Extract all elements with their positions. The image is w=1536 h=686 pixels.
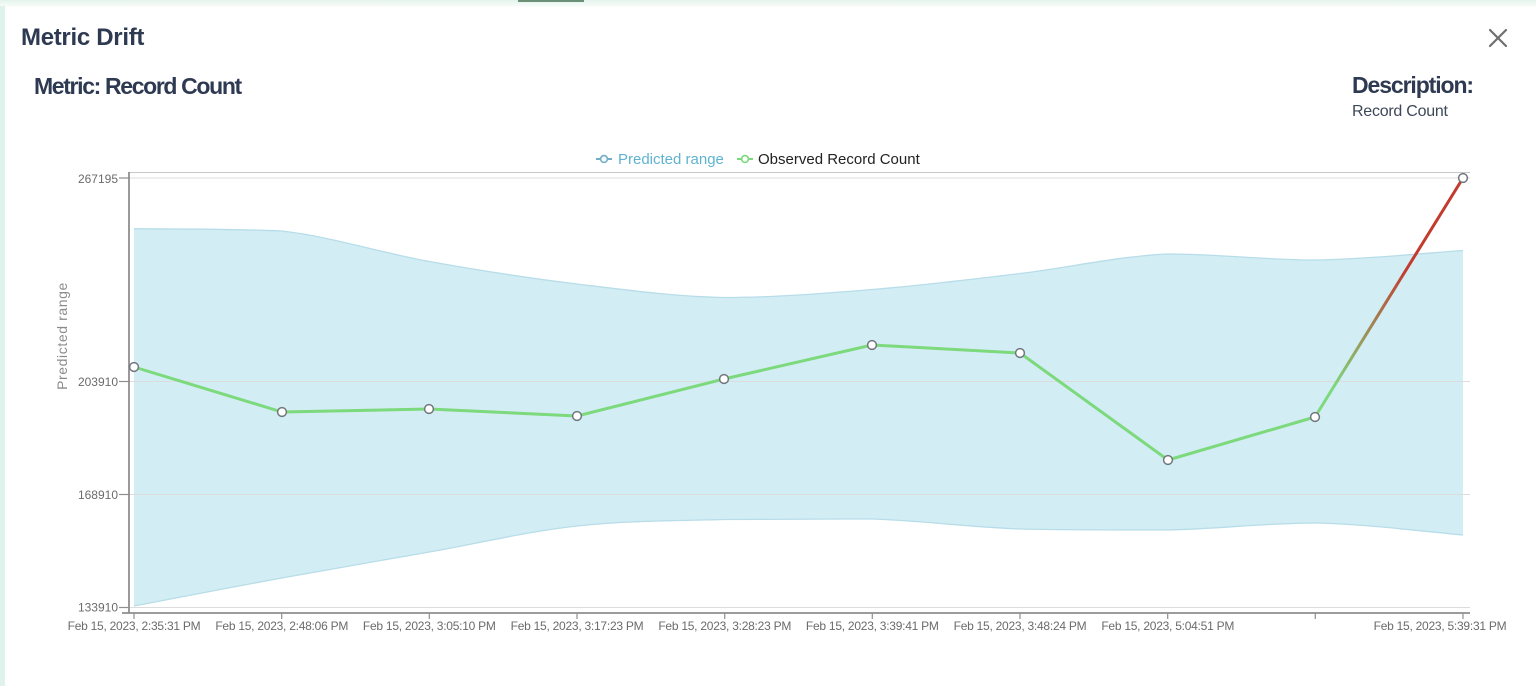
svg-text:Feb 15, 2023, 2:35:31 PM: Feb 15, 2023, 2:35:31 PM <box>68 619 201 633</box>
svg-text:Feb 15, 2023, 3:28:23 PM: Feb 15, 2023, 3:28:23 PM <box>658 619 791 633</box>
svg-text:Predicted range: Predicted range <box>54 282 70 390</box>
svg-text:133910: 133910 <box>78 601 118 615</box>
svg-text:168910: 168910 <box>78 488 118 502</box>
svg-text:Observed Record Count: Observed Record Count <box>758 151 921 168</box>
svg-text:Feb 15, 2023, 2:48:06 PM: Feb 15, 2023, 2:48:06 PM <box>215 619 348 633</box>
svg-text:Feb 15, 2023, 3:05:10 PM: Feb 15, 2023, 3:05:10 PM <box>363 619 496 633</box>
svg-text:203910: 203910 <box>78 375 118 389</box>
svg-text:Feb 15, 2023, 3:39:41 PM: Feb 15, 2023, 3:39:41 PM <box>806 619 939 633</box>
svg-text:Feb 15, 2023, 3:17:23 PM: Feb 15, 2023, 3:17:23 PM <box>511 619 644 633</box>
svg-text:267195: 267195 <box>78 172 118 186</box>
svg-text:Feb 15, 2023, 5:04:51 PM: Feb 15, 2023, 5:04:51 PM <box>1101 619 1234 633</box>
svg-text:Predicted range: Predicted range <box>618 151 724 168</box>
svg-text:Feb 15, 2023, 3:48:24 PM: Feb 15, 2023, 3:48:24 PM <box>954 619 1087 633</box>
svg-text:Feb 15, 2023, 5:39:31 PM: Feb 15, 2023, 5:39:31 PM <box>1374 619 1507 633</box>
